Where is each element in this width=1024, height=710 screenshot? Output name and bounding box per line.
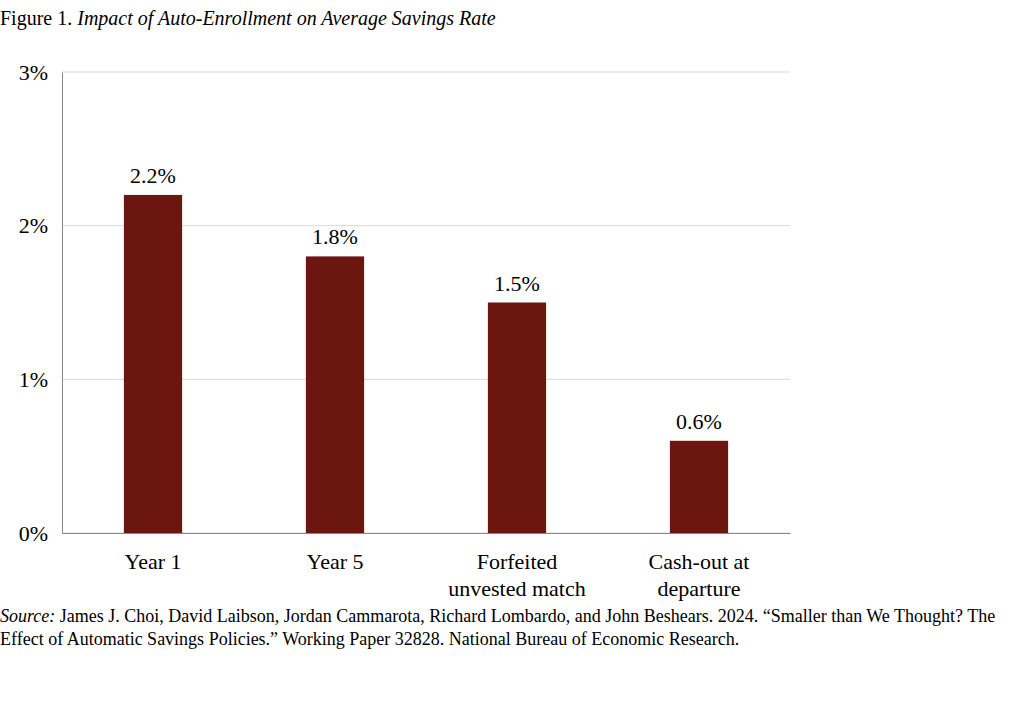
x-tick-label-line: departure	[657, 576, 740, 601]
x-tick: Forfeitedunvested match	[448, 533, 585, 601]
y-axis: 0% 1% 2% 3%	[19, 60, 63, 546]
data-label: 1.8%	[312, 224, 358, 249]
y-tick-label: 1%	[19, 367, 48, 392]
x-tick: Cash-out atdeparture	[649, 533, 750, 601]
x-tick-label-line: Cash-out at	[649, 549, 750, 574]
bar	[670, 441, 728, 533]
x-tick-label-line: Year 1	[124, 549, 181, 574]
x-tick-label: Forfeitedunvested match	[448, 549, 585, 602]
bar	[488, 303, 546, 534]
y-axis-line	[62, 73, 63, 534]
grid	[62, 72, 790, 533]
y-tick: 3%	[19, 60, 62, 85]
x-tick-label: Cash-out atdeparture	[649, 549, 750, 602]
y-tick: 2%	[19, 213, 62, 238]
grid-line	[62, 72, 790, 73]
x-tick: Year 1	[124, 533, 181, 574]
x-tick-label: Year 1	[124, 549, 181, 574]
x-axis: Year 1 Year 5 Forfeitedunvested match Cash-…	[63, 533, 791, 601]
y-tick: 0%	[19, 521, 62, 546]
y-tick-label: 2%	[19, 213, 48, 238]
x-tick-label-line: Year 5	[306, 549, 363, 574]
chart: Figure 1. Impact of Auto-Enrollment on A…	[0, 0, 1024, 710]
y-tick-label: 0%	[19, 521, 48, 546]
data-label: 1.5%	[494, 271, 540, 296]
x-tick: Year 5	[306, 533, 363, 574]
data-label: 2.2%	[130, 163, 176, 188]
source: Source: James J. Choi, David Laibson, Jo…	[0, 606, 995, 649]
source-line: Effect of Automatic Savings Policies.” W…	[0, 629, 739, 649]
x-tick-label-line: Forfeited	[477, 549, 558, 574]
data-labels: 2.2% 1.8% 1.5% 0.6%	[130, 163, 722, 434]
bars	[124, 195, 728, 533]
x-tick-label-line: unvested match	[448, 576, 585, 601]
title: Figure 1. Impact of Auto-Enrollment on A…	[0, 7, 496, 30]
x-axis-line	[63, 533, 791, 534]
data-label: 0.6%	[676, 409, 722, 434]
source-line: Source: James J. Choi, David Laibson, Jo…	[0, 606, 995, 626]
y-tick: 1%	[19, 367, 62, 392]
x-tick-label: Year 5	[306, 549, 363, 574]
bar	[306, 256, 364, 533]
bar	[124, 195, 182, 533]
y-tick-label: 3%	[19, 60, 48, 85]
